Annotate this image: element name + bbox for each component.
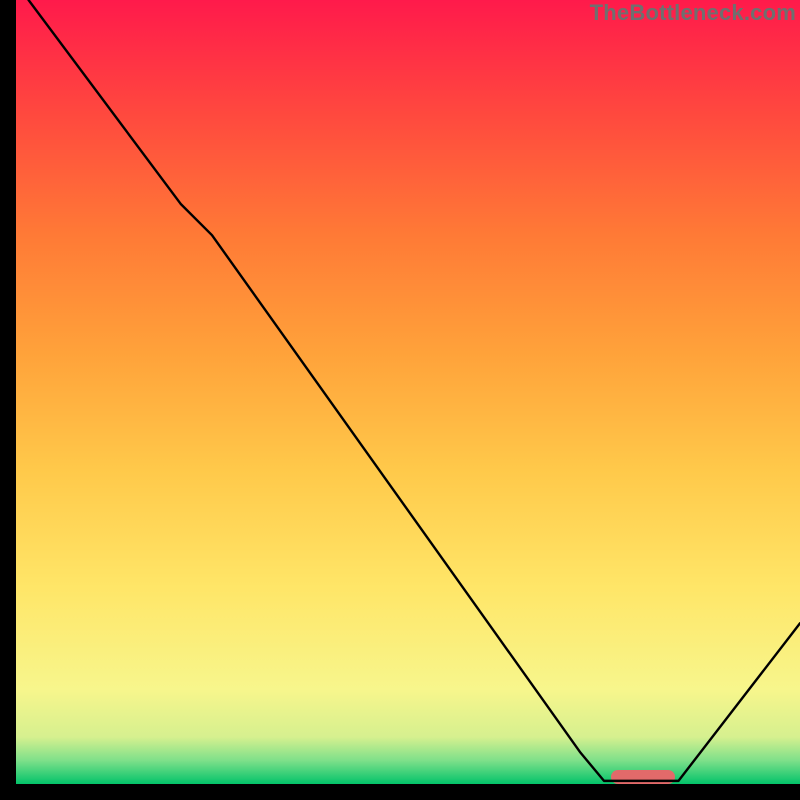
- bottleneck-curve: [16, 0, 800, 784]
- curve-path: [29, 0, 800, 781]
- plot-area: [16, 0, 800, 784]
- watermark-text: TheBottleneck.com: [590, 0, 796, 26]
- chart-stage: TheBottleneck.com: [0, 0, 800, 800]
